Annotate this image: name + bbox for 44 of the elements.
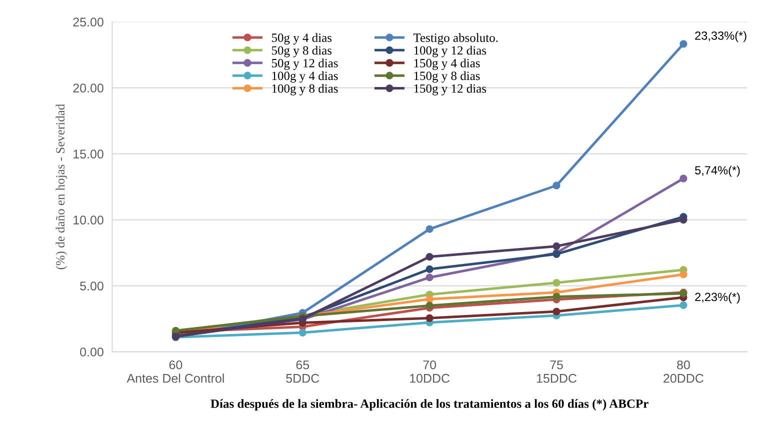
point [552,292,560,301]
y-tick-label: 15.00 [74,150,104,158]
legend-label: 50g y 12 dias [272,58,338,70]
x-axis-title: Días después de la siembra- Aplicación de los tratamientos a los 60 días (*) ABCPr [210,399,648,410]
point [426,252,434,261]
point [552,278,560,287]
x-tick-label: 80 20DDC [664,360,704,383]
legend-label: 100g y 12 dias [414,46,486,58]
point [426,295,434,303]
point [552,242,560,250]
y-tick-label: 10.00 [74,216,104,224]
point [426,274,434,282]
annotation: 23,33%(*) [695,31,746,42]
y-axis-title: (%) de daño en hojas - Severidad [56,104,68,270]
y-tick-label: 25.00 [73,18,104,26]
legend-label: Testigo absoluto. [413,33,498,45]
annotation: 5,74%(*) [695,166,740,177]
legend-label: 50g y 4 dias [272,33,332,45]
legend-label: 150g y 8 dias [414,71,480,83]
point [680,174,688,182]
x-tick-label: 70 10DDC [410,360,450,383]
point [680,301,688,310]
x-tick-label: 75 15DDC [536,360,577,383]
x-tick-label: 65 5DDC [286,360,320,383]
point [426,225,434,233]
legend-label: 50g y 8 dias [272,46,332,58]
legend-label: 150g y 12 dias [414,84,486,96]
x-tick-label: 60 Antes Del Control [126,360,224,383]
point [552,182,560,190]
point [680,40,688,48]
point [680,270,688,278]
point [298,328,306,336]
y-tick-label: 0.00 [80,348,104,356]
legend-label: 100g y 4 dias [272,71,338,83]
point [426,314,434,322]
legend-label: 150g y 4 dias [414,58,480,70]
point [552,308,560,316]
point [426,265,434,273]
point [426,302,434,310]
y-tick-label: 20.00 [73,84,104,92]
annotation: 2,23%(*) [695,292,740,304]
point [680,216,688,224]
legend-label: 100g y 8 dias [272,84,338,96]
y-tick-label: 5.00 [80,282,104,290]
